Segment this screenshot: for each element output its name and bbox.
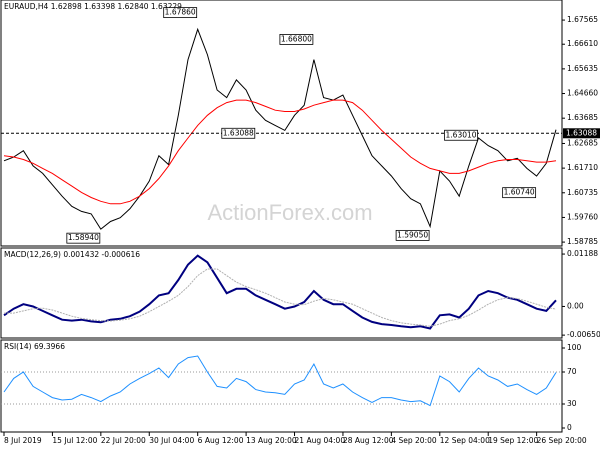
series-line (3, 355, 557, 407)
x-tick-label: 19 Sep 12:00 (488, 436, 538, 445)
series-line (4, 268, 557, 327)
x-tick-label: 8 Jul 2019 (4, 436, 42, 445)
x-tick-label: 6 Aug 12:00 (198, 436, 244, 445)
panel-frame (0, 339, 563, 433)
annotation-box (163, 7, 198, 19)
y-tick-label: 1.61710 (567, 163, 598, 172)
x-tick-label: 22 Jul 20:00 (101, 436, 146, 445)
annotation-box (221, 127, 256, 139)
panel-frame (0, 247, 563, 339)
annotation-label: 1.63088 (223, 128, 254, 137)
x-tick-label: 12 Sep 04:00 (440, 436, 490, 445)
panel-title: RSI(14) 69.3966 (4, 342, 65, 351)
annotation-label: 1.59050 (397, 230, 428, 239)
bid-label: 1.63088 (566, 128, 597, 137)
y-tick-label: 1.59760 (567, 212, 598, 221)
annotation-box (502, 187, 537, 199)
x-tick-label: 15 Jul 12:00 (52, 436, 97, 445)
y-tick-label: 30 (567, 399, 577, 408)
y-tick-label: 0.00 (567, 301, 584, 310)
annotation-box (444, 129, 478, 141)
y-tick-label: -0.006502 (567, 330, 600, 339)
annotation-label: 1.60740 (504, 188, 535, 197)
annotation-box (395, 229, 430, 241)
annotation-box (66, 232, 101, 244)
panel-frame (0, 0, 563, 247)
y-tick-label: 1.67565 (567, 15, 598, 24)
annotation-label: 1.63010 (446, 130, 477, 139)
annotation-label: 1.66800 (281, 34, 312, 43)
panel-title: EURAUD,H4 1.62898 1.63398 1.62840 1.6322… (4, 2, 182, 11)
y-tick-label: 70 (567, 367, 577, 376)
y-tick-label: 1.66610 (567, 39, 598, 48)
y-tick-label: 100 (567, 343, 582, 352)
bid-label-box (563, 128, 600, 139)
annotation-box (279, 34, 314, 45)
y-tick-label: 1.64660 (567, 89, 598, 98)
series-line (3, 27, 557, 230)
annotation-label: 1.67860 (165, 8, 196, 17)
y-tick-label: 1.60735 (567, 188, 598, 197)
x-tick-label: 28 Aug 12:00 (343, 436, 394, 445)
panel-title: MACD(12,26,9) 0.001432 -0.000616 (4, 250, 140, 259)
y-tick-label: 1.58785 (567, 237, 598, 246)
y-tick-label: 1.63685 (567, 113, 598, 122)
annotation-label: 1.58940 (68, 233, 99, 242)
x-tick-label: 21 Aug 04:00 (295, 436, 346, 445)
y-tick-label: 1.62685 (567, 138, 598, 147)
y-tick-label: 0.01188 (567, 249, 598, 258)
x-tick-label: 30 Jul 04:00 (149, 436, 194, 445)
series-line (3, 254, 557, 330)
y-tick-label: 0 (567, 423, 572, 432)
watermark: ActionForex.com (207, 200, 372, 225)
x-tick-label: 4 Sep 20:00 (391, 436, 437, 445)
y-tick-label: 1.65635 (567, 64, 598, 73)
x-tick-label: 13 Aug 20:00 (246, 436, 297, 445)
series-line (3, 99, 557, 205)
x-tick-label: 26 Sep 20:00 (537, 436, 587, 445)
